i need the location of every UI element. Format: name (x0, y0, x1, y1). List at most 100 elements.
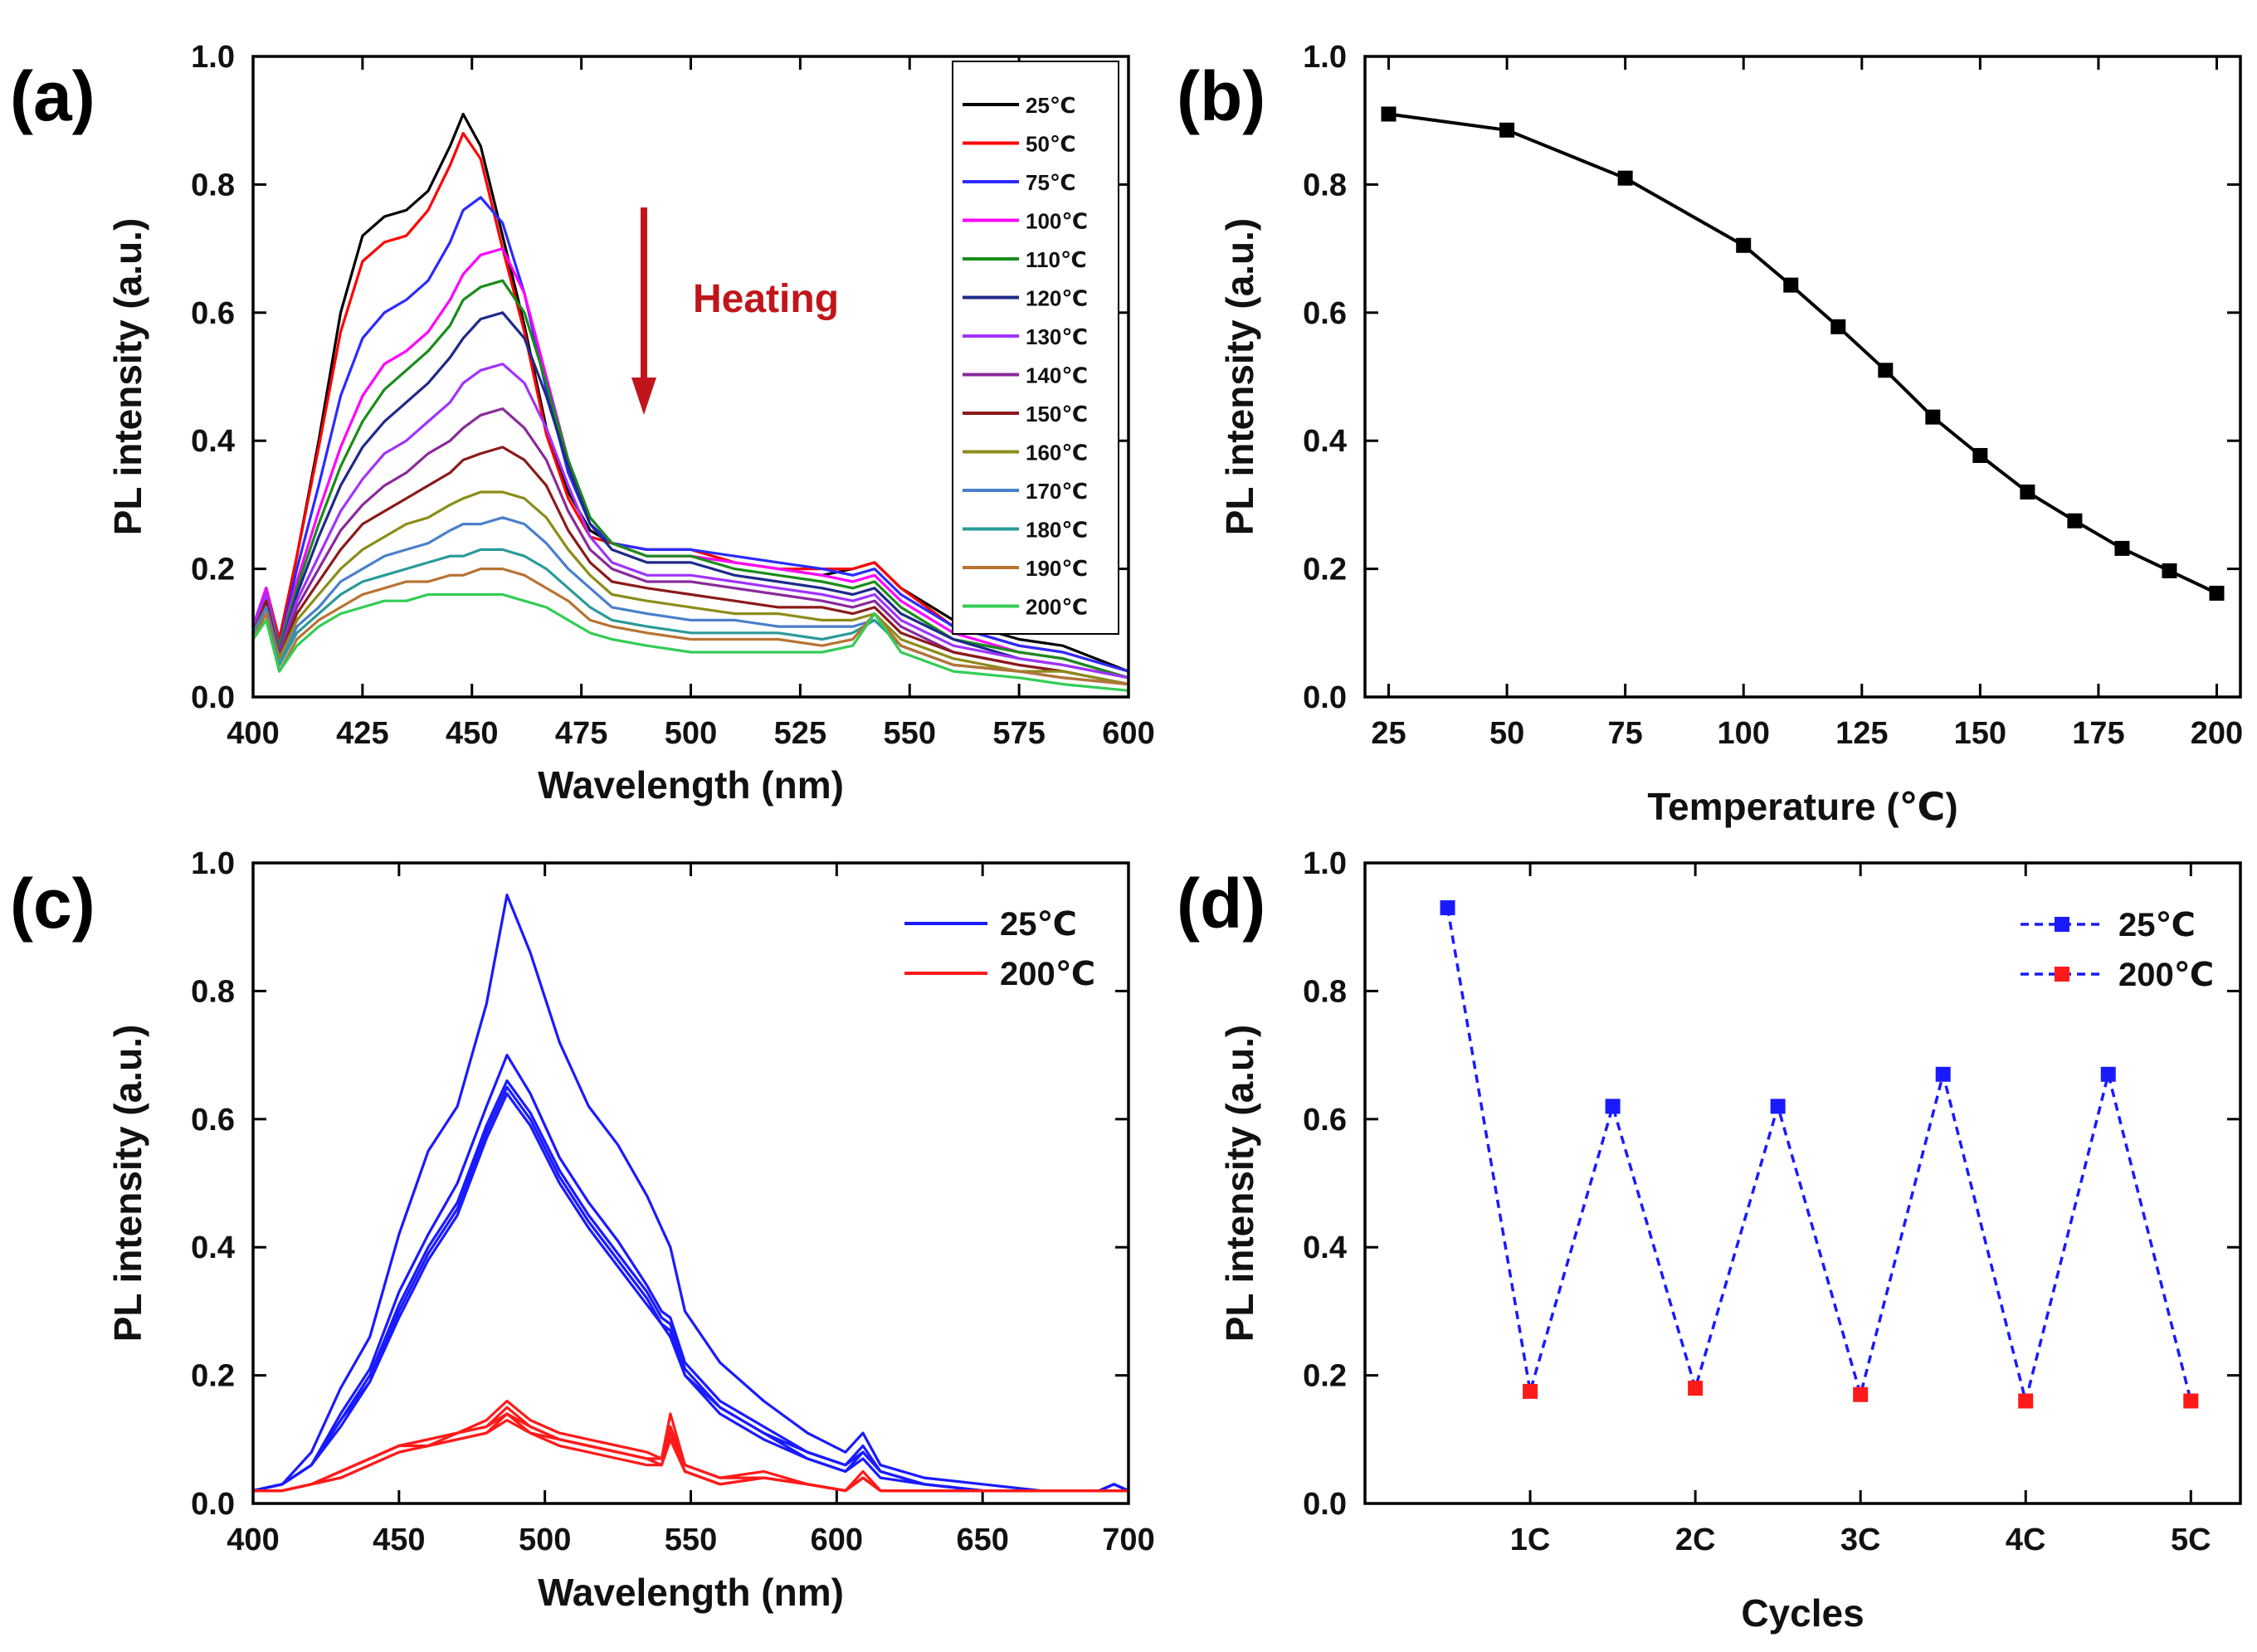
y-tick-label: 0.4 (191, 424, 235, 459)
data-point (1736, 237, 1752, 253)
legend-label: 160℃ (1026, 441, 1088, 465)
x-tick-label: 700 (1102, 1523, 1154, 1557)
legend-label: 120℃ (1026, 286, 1088, 311)
data-point (1499, 122, 1515, 138)
data-point (1617, 170, 1633, 186)
x-tick-label: 475 (555, 716, 607, 751)
heating-arrow-head (631, 378, 656, 415)
series-line (251, 407, 1129, 686)
x-axis-title: Cycles (1741, 1591, 1864, 1635)
series-line (251, 132, 1129, 673)
legend-marker (2055, 917, 2069, 932)
x-tick-label: 600 (811, 1523, 863, 1557)
y-tick-label: 1.0 (1303, 40, 1347, 75)
legend-label: 75℃ (1026, 170, 1075, 195)
y-axis-title: PL intensity (a.u.) (1218, 1025, 1261, 1343)
data-point (1381, 106, 1397, 122)
panel-label: (c) (10, 865, 95, 943)
y-axis-title: PL intensity (a.u.) (1218, 218, 1261, 536)
x-axis-title: Temperature (℃) (1647, 785, 1957, 828)
data-point (2067, 513, 2083, 529)
y-tick-label: 1.0 (191, 40, 235, 75)
series-line (253, 1406, 1128, 1493)
legend-label: 180℃ (1026, 518, 1088, 543)
legend-label: 200℃ (1000, 956, 1095, 992)
x-tick-label: 150 (1954, 716, 2006, 751)
data-point (2018, 1393, 2034, 1409)
data-point (2162, 563, 2177, 578)
y-tick-label: 1.0 (191, 846, 235, 881)
heating-annotation: Heating (693, 277, 839, 321)
x-axis-title: Wavelength (nm) (538, 763, 844, 807)
y-tick-label: 0.6 (191, 1103, 235, 1138)
legend-label: 130℃ (1026, 324, 1088, 349)
legend-label: 50℃ (1026, 132, 1075, 157)
x-axis-title: Wavelength (nm) (538, 1571, 844, 1614)
chart-panel-b: (b) 0.0 0.2 0.4 0.6 0.8 1.0 25 50 75 100 125 150 175 2… (1177, 40, 2243, 828)
data-point (1853, 1386, 1869, 1402)
data-point (1972, 447, 1988, 463)
x-tick-label: 575 (992, 716, 1045, 751)
legend-label: 190℃ (1026, 556, 1088, 581)
legend-label: 200℃ (1026, 595, 1088, 620)
series-line (251, 279, 1129, 680)
x-tick-label: 50 (1489, 716, 1524, 751)
x-tick-label: 25 (1371, 716, 1406, 751)
y-tick-label: 0.4 (1303, 424, 1347, 459)
legend-marker (2055, 967, 2069, 982)
data-point (1523, 1383, 1538, 1399)
panel-label: (d) (1177, 865, 1265, 943)
legend-label: 25℃ (1000, 906, 1077, 943)
data-point (2183, 1393, 2199, 1409)
x-tick-label: 425 (336, 716, 388, 751)
data-point (2114, 540, 2130, 556)
legend-label: 110℃ (1026, 247, 1086, 272)
plot-frame (251, 861, 1130, 1505)
y-tick-label: 0.8 (1303, 168, 1347, 202)
x-tick-label: 200 (2191, 716, 2243, 751)
y-tick-label: 0.4 (1303, 1230, 1347, 1265)
data-point (2020, 484, 2035, 499)
legend-label: 25℃ (1026, 93, 1075, 118)
y-tick-label: 0.6 (191, 296, 235, 331)
y-tick-label: 0.2 (1303, 1359, 1347, 1394)
y-tick-label: 0.6 (1303, 296, 1347, 331)
series-line (251, 196, 1129, 673)
series-line (1388, 112, 2218, 595)
data-point (2100, 1066, 2116, 1082)
x-tick-label: 400 (227, 716, 279, 751)
x-tick-label: 550 (665, 1523, 717, 1557)
y-axis-title: PL intensity (a.u.) (106, 1025, 149, 1343)
data-point (1440, 900, 1455, 916)
series-line (253, 1399, 1128, 1493)
x-tick-label: 175 (2072, 716, 2124, 751)
legend-label: 170℃ (1026, 479, 1088, 504)
x-tick-label: 4C (2006, 1523, 2046, 1557)
chart-panel-a: (a) 0.0 0.2 0.4 0.6 0.8 1.0 400 425 450 475 500 525 5… (10, 40, 1155, 807)
y-tick-label: 0.4 (191, 1230, 235, 1265)
legend-box (952, 61, 1119, 635)
data-point (1925, 409, 1941, 425)
data-point (1935, 1066, 1951, 1082)
x-tick-label: 500 (519, 1523, 571, 1557)
y-tick-label: 0.2 (1303, 553, 1347, 587)
series-line (251, 311, 1129, 680)
data-point (1688, 1381, 1704, 1396)
panel-label: (a) (10, 57, 95, 135)
y-tick-label: 0.6 (1303, 1103, 1347, 1138)
data-point (1605, 1099, 1621, 1114)
x-tick-label: 75 (1608, 716, 1643, 751)
x-tick-label: 650 (956, 1523, 1008, 1557)
x-tick-label: 100 (1718, 716, 1770, 751)
plot-frame (1363, 55, 2242, 699)
x-tick-label: 500 (665, 716, 717, 751)
legend-label: 200℃ (2118, 957, 2214, 993)
x-tick-label: 2C (1675, 1523, 1716, 1557)
x-tick-label: 5C (2171, 1523, 2211, 1557)
y-tick-label: 0.0 (1303, 1487, 1347, 1522)
legend-label: 25℃ (2118, 907, 2196, 943)
series-line-dashed (1445, 907, 2192, 1401)
series-line (251, 247, 1129, 680)
y-tick-label: 0.2 (191, 1359, 235, 1394)
series-line (253, 1418, 1128, 1493)
